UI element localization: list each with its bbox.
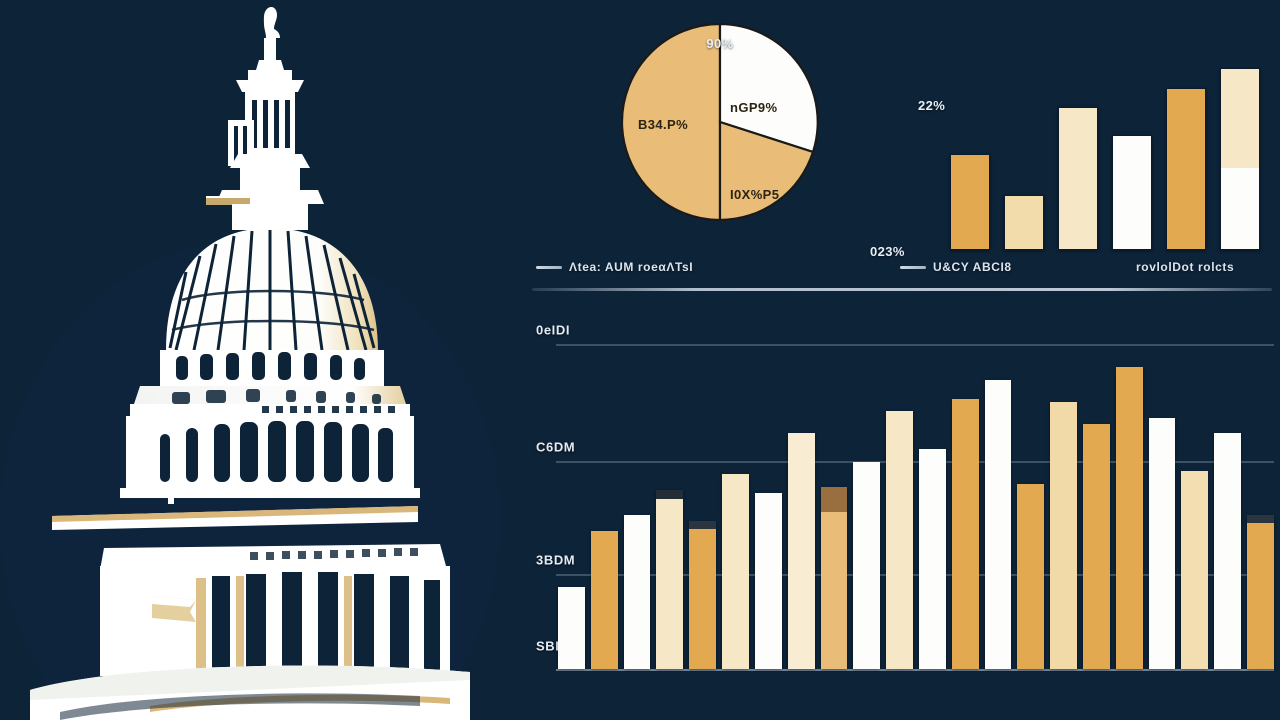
summary-bar[interactable] <box>1166 88 1206 250</box>
pie-slice-gold-right <box>718 120 815 222</box>
pie-label-top: 90% <box>706 36 734 51</box>
y-axis-tick: C6DM <box>536 439 576 455</box>
legend-item-1-label: Λtea: AUM roeαΛTsI <box>569 260 694 274</box>
bar[interactable] <box>787 433 815 669</box>
bar-cap <box>689 521 717 529</box>
pie-slice-white <box>718 22 819 154</box>
bar[interactable] <box>1083 423 1110 669</box>
bar-cap <box>1247 515 1274 523</box>
legend-item-3-label: rovlolDot rolcts <box>1136 260 1235 274</box>
bar[interactable] <box>1214 433 1242 669</box>
summary-bar-chart[interactable] <box>950 45 1260 250</box>
summary-bar[interactable] <box>1112 135 1152 250</box>
gridline <box>556 573 1274 576</box>
bar[interactable] <box>722 474 749 669</box>
main-colonnade <box>100 566 450 676</box>
line-marker-icon <box>900 265 926 269</box>
bar[interactable] <box>590 530 618 669</box>
summary-bar[interactable] <box>1004 194 1044 250</box>
main-bar-chart[interactable]: 0eIDI C6DM 3BDM SBD <box>528 312 1276 687</box>
summary-bar-lower-segment <box>1221 167 1259 249</box>
balustrade-ledge <box>52 488 420 530</box>
bar[interactable] <box>1181 471 1209 669</box>
legend-divider-rule <box>532 288 1272 291</box>
pie-label-gold-right: I0X%P5 <box>730 187 780 202</box>
axis-baseline <box>556 669 1274 671</box>
charts-region: 90% 22% 023% B34.P% nGP9% I0X%P5 Λtea: A… <box>520 0 1280 720</box>
bar[interactable] <box>623 515 651 669</box>
pie-label-gold-left: B34.P% <box>638 117 689 132</box>
pie-label-white-slice: nGP9% <box>730 100 778 115</box>
y-axis-tick: 3BDM <box>536 552 576 568</box>
us-capitol-dome-silhouette <box>0 0 520 720</box>
summary-bar[interactable] <box>950 153 990 250</box>
capitol-illustration-panel <box>0 0 520 720</box>
gridlines <box>528 312 1276 687</box>
bar[interactable] <box>1115 367 1143 669</box>
bar[interactable] <box>1050 401 1077 669</box>
legend-item-1[interactable]: Λtea: AUM roeαΛTsI <box>536 260 693 274</box>
bar[interactable] <box>820 486 848 669</box>
pie-label-right: 22% <box>918 98 946 113</box>
bar[interactable] <box>951 398 979 669</box>
summary-bar[interactable] <box>1058 106 1098 250</box>
bar[interactable] <box>1148 417 1176 669</box>
flag-icon <box>152 596 196 686</box>
bar[interactable] <box>754 493 782 669</box>
bar[interactable] <box>853 461 881 669</box>
statue-of-freedom-icon <box>256 6 284 70</box>
pie-chart[interactable]: 90% 22% 023% B34.P% nGP9% I0X%P5 <box>620 22 945 259</box>
bar[interactable] <box>656 489 684 669</box>
bar[interactable] <box>886 411 913 669</box>
y-axis-tick: SBD <box>536 638 566 654</box>
summary-bar[interactable] <box>1220 67 1260 250</box>
legend-item-3[interactable]: rovlolDot rolcts <box>1136 260 1234 274</box>
dome-window-ring <box>160 350 384 386</box>
bar[interactable] <box>1017 483 1045 669</box>
bar[interactable] <box>984 379 1012 669</box>
line-marker-icon <box>536 265 562 269</box>
legend-item-2-label: U&CY ABCI8 <box>933 260 1012 274</box>
pie-slice-gold-left <box>620 22 722 222</box>
bar-series[interactable] <box>558 339 1274 669</box>
bar[interactable] <box>918 449 946 669</box>
bar[interactable] <box>1247 515 1274 669</box>
legend: Λtea: AUM roeαΛTsI U&CY ABCI8 rovlolDot … <box>528 258 1276 298</box>
y-axis-tick: 0eIDI <box>536 322 571 338</box>
bar[interactable] <box>689 521 717 669</box>
pie-label-bottom-right: 023% <box>870 244 905 259</box>
bar-cap <box>656 489 684 499</box>
bar[interactable] <box>558 587 585 669</box>
drum-colonnade <box>126 404 414 504</box>
gridline <box>556 344 1274 346</box>
bar-cap <box>820 486 848 513</box>
gridline <box>556 460 1274 463</box>
legend-item-2[interactable]: U&CY ABCI8 <box>900 260 1012 274</box>
